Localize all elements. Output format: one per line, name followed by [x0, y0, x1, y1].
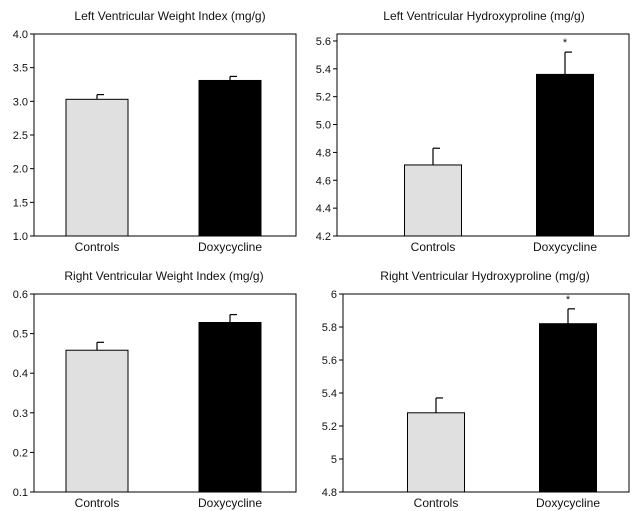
y-tick-label: 0.1	[13, 487, 28, 499]
y-tick-label: 5.2	[316, 92, 331, 104]
bar-controls	[65, 98, 129, 237]
y-tick-label: 0.6	[13, 289, 28, 301]
y-tick-label: 4.2	[316, 231, 331, 243]
x-category-label-controls: Controls	[414, 496, 459, 510]
panel-rv-hydroxyproline: Right Ventricular Hydroxyproline (mg/g) …	[322, 269, 630, 510]
y-tick-label: 4.0	[13, 29, 28, 41]
bars: *	[407, 294, 597, 493]
bar-controls	[404, 164, 462, 237]
y-axis: 1.0 1.5 2.0 2.5 3.0 3.5 4.0	[13, 29, 34, 243]
y-tick-label: 4.6	[316, 175, 331, 187]
bar-doxycycline	[198, 322, 262, 493]
panel-title: Right Ventricular Weight Index (mg/g)	[64, 269, 263, 283]
y-tick-label: 5.4	[322, 388, 337, 400]
x-category-label-doxycycline: Doxycycline	[198, 240, 262, 254]
significance-marker: *	[566, 294, 571, 306]
y-tick-label: 5.6	[322, 355, 337, 367]
x-category-label-controls: Controls	[75, 496, 120, 510]
y-tick-label: 0.4	[13, 368, 28, 380]
y-tick-label: 5	[331, 454, 337, 466]
y-tick-label: 0.2	[13, 447, 28, 459]
y-tick-label: 4.8	[322, 487, 337, 499]
y-tick-label: 0.5	[13, 329, 28, 341]
bar-doxycycline	[536, 73, 594, 237]
bars: *	[404, 37, 594, 237]
x-category-label-controls: Controls	[75, 240, 120, 254]
y-tick-label: 2.5	[13, 130, 28, 142]
x-category-label-doxycycline: Doxycycline	[536, 496, 600, 510]
y-tick-label: 5.6	[316, 36, 331, 48]
y-axis: 0.1 0.2 0.3 0.4 0.5 0.6	[13, 289, 34, 499]
y-tick-label: 5.2	[322, 421, 337, 433]
panel-rv-weight-index: Right Ventricular Weight Index (mg/g) 0.…	[13, 269, 297, 510]
panel-lv-hydroxyproline: Left Ventricular Hydroxyproline (mg/g) 4…	[316, 9, 630, 254]
x-category-label-controls: Controls	[411, 240, 456, 254]
y-tick-label: 0.3	[13, 408, 28, 420]
y-tick-label: 5.8	[322, 322, 337, 334]
y-tick-label: 1.5	[13, 197, 28, 209]
y-tick-label: 3.0	[13, 96, 28, 108]
panel-title: Left Ventricular Weight Index (mg/g)	[74, 9, 265, 23]
bars	[65, 313, 262, 493]
bar-controls	[407, 412, 465, 493]
bar-doxycycline	[198, 79, 262, 237]
y-tick-label: 1.0	[13, 231, 28, 243]
bar-doxycycline	[539, 323, 597, 493]
panel-title: Left Ventricular Hydroxyproline (mg/g)	[383, 9, 584, 23]
panel-title: Right Ventricular Hydroxyproline (mg/g)	[380, 269, 589, 283]
x-category-label-doxycycline: Doxycycline	[198, 496, 262, 510]
y-tick-label: 6	[331, 289, 337, 301]
bars	[65, 75, 262, 237]
panel-lv-weight-index: Left Ventricular Weight Index (mg/g) 1.0…	[13, 9, 297, 254]
y-tick-label: 5.0	[316, 120, 331, 132]
y-axis: 4.8 5 5.2 5.4 5.6 5.8 6	[322, 289, 343, 499]
y-tick-label: 2.0	[13, 164, 28, 176]
significance-marker: *	[563, 37, 568, 49]
y-tick-label: 3.5	[13, 63, 28, 75]
y-tick-label: 4.4	[316, 203, 331, 215]
y-axis: 4.2 4.4 4.6 4.8 5.0 5.2 5.4 5.6	[316, 36, 337, 243]
y-tick-label: 5.4	[316, 64, 331, 76]
plot-frame	[33, 293, 297, 493]
plot-frame	[336, 33, 630, 237]
x-category-label-doxycycline: Doxycycline	[533, 240, 597, 254]
y-tick-label: 4.8	[316, 147, 331, 159]
bar-controls	[65, 349, 129, 493]
